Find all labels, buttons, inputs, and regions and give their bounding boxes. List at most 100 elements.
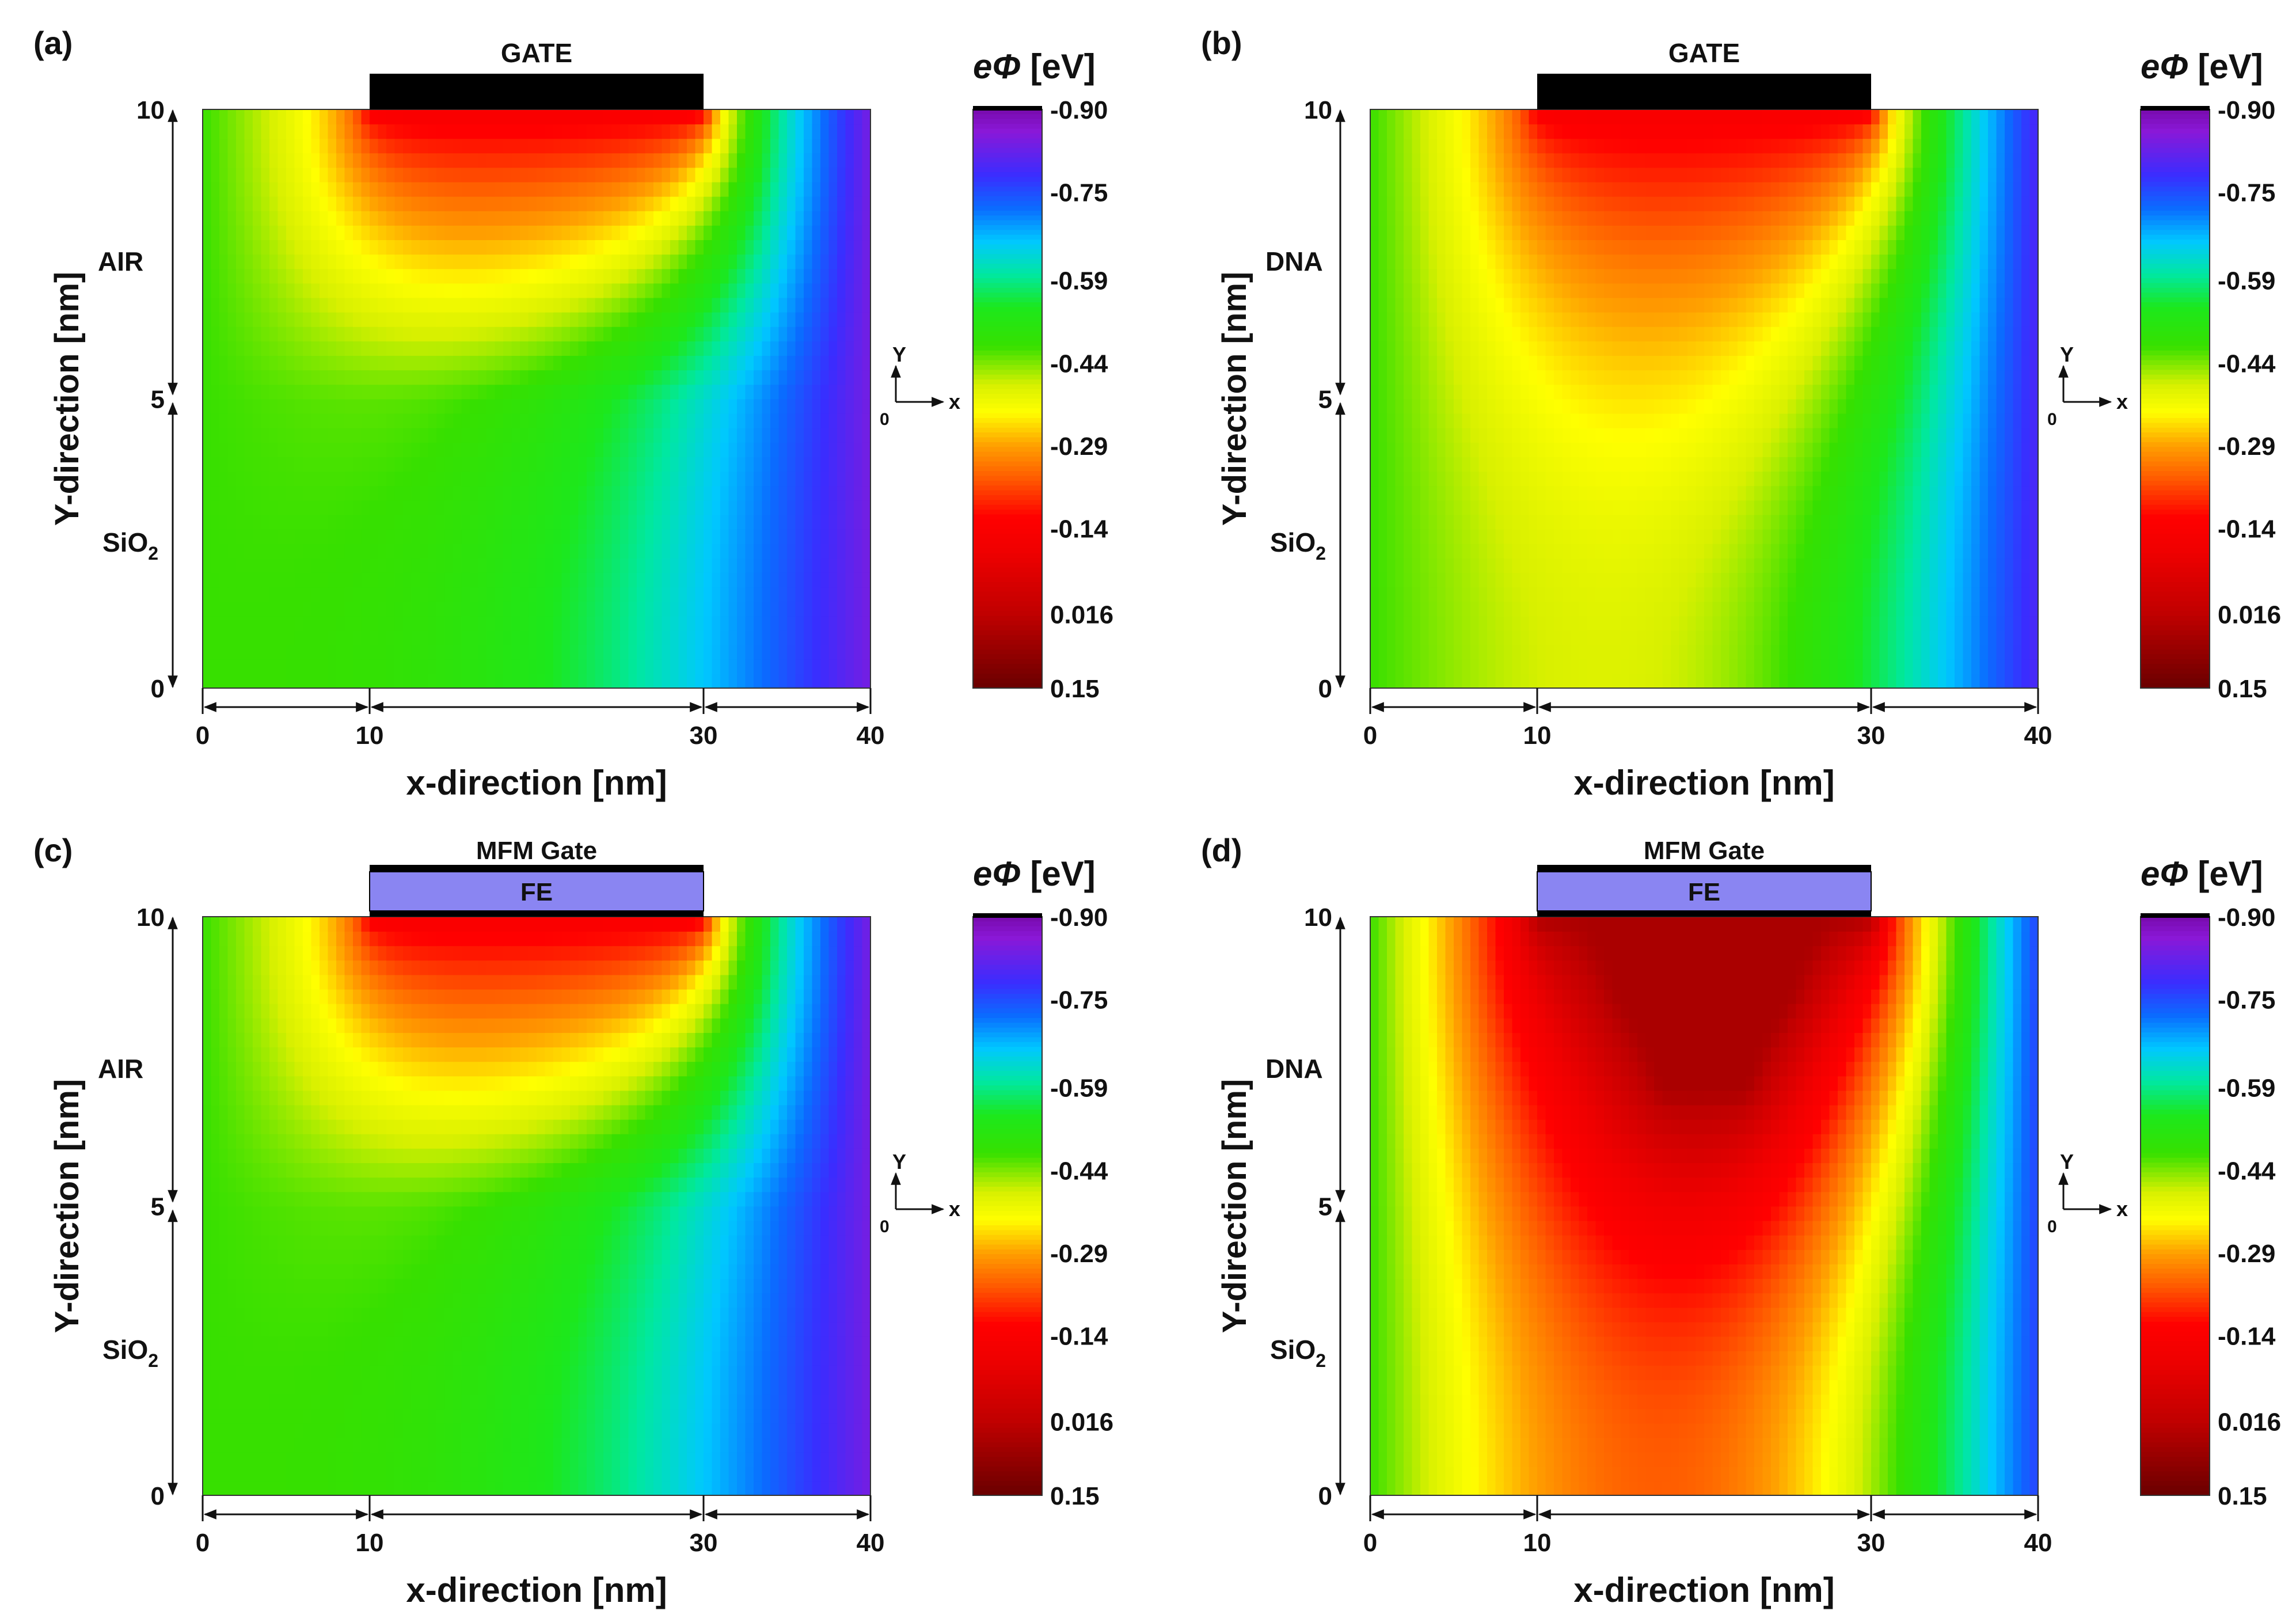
heatmap-cell — [545, 326, 554, 341]
heatmap-cell — [728, 124, 738, 139]
heatmap-cell — [1571, 587, 1580, 602]
heatmap-cell — [303, 471, 312, 487]
heatmap-cell — [278, 210, 287, 226]
heatmap-cell — [1645, 644, 1655, 660]
heatmap-cell — [2021, 485, 2031, 501]
heatmap-cell — [570, 240, 579, 255]
heatmap-cell — [561, 268, 571, 284]
heatmap-cell — [227, 457, 237, 472]
heatmap-cell — [728, 413, 738, 428]
heatmap-cell — [1420, 572, 1430, 588]
heatmap-cell — [854, 326, 863, 341]
heatmap-cell — [244, 138, 253, 154]
heatmap-cell — [1921, 529, 1930, 544]
heatmap-cell — [528, 153, 537, 168]
heatmap-cell — [720, 442, 729, 457]
heatmap-cell — [1821, 457, 1830, 472]
heatmap-cell — [653, 543, 663, 559]
heatmap-cell — [762, 601, 771, 617]
heatmap-cell — [1704, 659, 1713, 674]
heatmap-cell — [311, 240, 320, 255]
heatmap-cell — [653, 341, 663, 356]
heatmap-cell — [219, 254, 229, 269]
heatmap-cell — [1771, 485, 1780, 501]
heatmap-cell — [670, 196, 679, 211]
heatmap-cell — [1520, 543, 1530, 559]
heatmap-cell — [478, 355, 487, 371]
heatmap-cell — [1838, 442, 1847, 457]
heatmap-cell — [637, 644, 646, 660]
heatmap-cell — [595, 587, 604, 602]
heatmap-cell — [778, 153, 788, 168]
heatmap-cell — [1679, 485, 1688, 501]
heatmap-cell — [1595, 457, 1605, 472]
heatmap-cell — [353, 442, 362, 457]
heatmap-cell — [344, 557, 353, 573]
heatmap-cell — [1921, 500, 1930, 515]
heatmap-cell — [1504, 616, 1513, 631]
heatmap-cell — [645, 210, 654, 226]
heatmap-cell — [678, 543, 687, 559]
heatmap-cell — [261, 210, 270, 226]
heatmap-cell — [253, 210, 262, 226]
heatmap-cell — [211, 644, 220, 660]
heatmap-cell — [745, 240, 754, 255]
heatmap-cell — [754, 500, 763, 515]
heatmap-cell — [578, 543, 587, 559]
heatmap-cell — [294, 210, 303, 226]
heatmap-cell — [1571, 427, 1580, 443]
heatmap-cell — [628, 572, 637, 588]
heatmap-cell — [1888, 413, 1897, 428]
heatmap-cell — [444, 210, 454, 226]
heatmap-cell — [1854, 471, 1864, 487]
heatmap-cell — [294, 557, 303, 573]
heatmap-cell — [828, 398, 838, 414]
heatmap-cell — [1905, 413, 1914, 428]
heatmap-cell — [653, 659, 663, 674]
heatmap-cell — [486, 326, 496, 341]
heatmap-cell — [336, 543, 345, 559]
heatmap-cell — [787, 630, 796, 645]
heatmap-cell — [478, 225, 487, 241]
heatmap-cell — [444, 427, 454, 443]
heatmap-cell — [745, 283, 754, 298]
heatmap-cell — [403, 210, 412, 226]
heatmap-cell — [1512, 630, 1521, 645]
heatmap-cell — [1604, 572, 1613, 588]
heatmap-cell — [670, 413, 679, 428]
heatmap-cell — [311, 529, 320, 544]
heatmap-cell — [1671, 587, 1680, 602]
heatmap-cell — [2029, 413, 2039, 428]
heatmap-cell — [511, 196, 520, 211]
heatmap-cell — [1913, 543, 1922, 559]
heatmap-cell — [1687, 572, 1697, 588]
heatmap-cell — [1462, 471, 1471, 487]
heatmap-cell — [1437, 514, 1446, 530]
heatmap-cell — [370, 500, 379, 515]
heatmap-cell — [628, 225, 637, 241]
heatmap-cell — [227, 167, 237, 183]
heatmap-cell — [611, 601, 621, 617]
heatmap-cell — [704, 529, 713, 544]
heatmap-cell — [628, 659, 637, 674]
heatmap-cell — [203, 543, 212, 559]
heatmap-cell — [645, 485, 654, 501]
heatmap-cell — [336, 572, 345, 588]
heatmap-cell — [745, 210, 754, 226]
heatmap-cell — [353, 210, 362, 226]
heatmap-cell — [361, 124, 370, 139]
heatmap-cell — [537, 370, 546, 385]
heatmap-cell — [486, 254, 496, 269]
heatmap-cell — [1721, 557, 1730, 573]
heatmap-cell — [1462, 529, 1471, 544]
heatmap-cell — [862, 427, 871, 443]
heatmap-cell — [1779, 413, 1788, 428]
heatmap-cell — [561, 153, 571, 168]
heatmap-cell — [503, 673, 512, 689]
heatmap-cell — [1721, 616, 1730, 631]
heatmap-cell — [745, 587, 754, 602]
heatmap-cell — [1996, 630, 2005, 645]
heatmap-cell — [737, 457, 746, 472]
heatmap-cell — [762, 326, 771, 341]
heatmap-cell — [1495, 630, 1504, 645]
